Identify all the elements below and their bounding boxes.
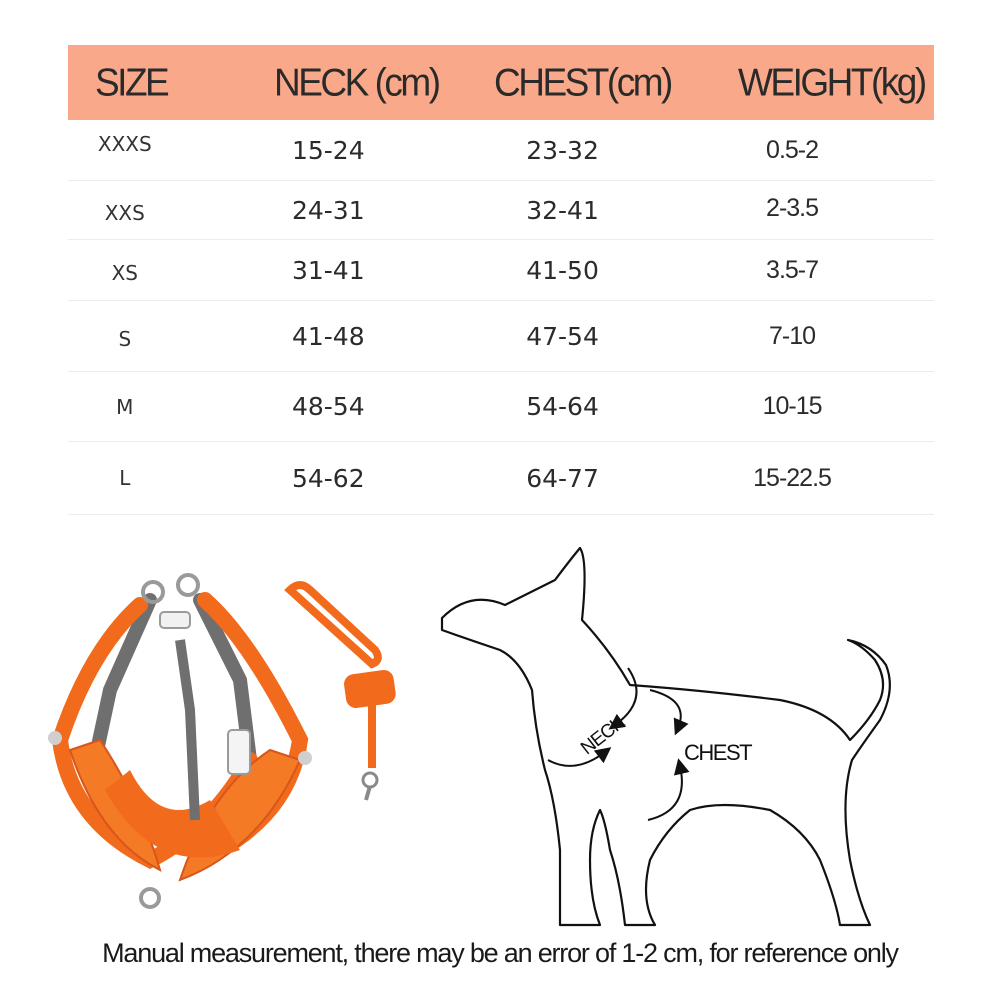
chest-cell: 41-50 xyxy=(526,255,599,285)
chest-measure-loop xyxy=(647,689,690,821)
measurement-disclaimer: Manual measurement, there may be an erro… xyxy=(102,938,899,968)
leash-image xyxy=(284,581,396,801)
neck-cell: 48-54 xyxy=(291,392,365,421)
size-cell: M xyxy=(116,394,134,419)
size-cell: S xyxy=(118,327,132,351)
header-size: SIZE xyxy=(95,60,170,104)
weight-cell: 2-3.5 xyxy=(766,193,819,222)
size-cell: XS xyxy=(111,261,138,285)
size-cell: XXS xyxy=(104,201,145,225)
header-weight: WEIGHT(kg) xyxy=(738,60,927,104)
chest-cell: 23-32 xyxy=(526,135,599,165)
chest-cell: 64-77 xyxy=(526,463,599,493)
dog-outline-diagram xyxy=(440,546,891,927)
table-row: XXS 24-31 32-41 2-3.5 xyxy=(68,181,934,240)
table-row: M 48-54 54-64 10-15 xyxy=(68,372,934,442)
neck-cell: 31-41 xyxy=(291,255,365,285)
table-row: XS 31-41 41-50 3.5-7 xyxy=(68,240,934,301)
weight-cell: 10-15 xyxy=(762,392,823,420)
weight-cell: 15-22.5 xyxy=(753,463,832,492)
harness-image xyxy=(48,573,312,909)
weight-cell: 3.5-7 xyxy=(766,255,819,284)
weight-cell: 7-10 xyxy=(769,321,816,350)
neck-measure-loop xyxy=(547,667,638,767)
neck-cell: 41-48 xyxy=(291,321,365,351)
table-row: L 54-62 64-77 15-22.5 xyxy=(68,442,934,515)
header-chest: CHEST(cm) xyxy=(494,60,673,104)
illustration-area: NECK CHEST xyxy=(48,546,891,927)
chest-cell: 32-41 xyxy=(526,195,599,225)
chest-cell: 54-64 xyxy=(526,392,599,421)
header-neck: NECK (cm) xyxy=(274,60,441,104)
table-header-row: SIZE NECK (cm) CHEST(cm) WEIGHT(kg) xyxy=(68,45,934,120)
neck-cell: 24-31 xyxy=(291,195,365,225)
size-chart-table: SIZE NECK (cm) CHEST(cm) WEIGHT(kg) XXXS… xyxy=(68,45,934,515)
neck-cell: 54-62 xyxy=(291,463,365,493)
size-cell: L xyxy=(119,466,131,490)
size-cell: XXXS xyxy=(97,132,152,156)
chest-cell: 47-54 xyxy=(526,321,599,351)
table-row: XXXS 15-24 23-32 0.5-2 xyxy=(68,120,934,181)
neck-cell: 15-24 xyxy=(291,135,365,165)
chest-label: CHEST xyxy=(684,740,752,765)
weight-cell: 0.5-2 xyxy=(766,135,819,164)
table-row: S 41-48 47-54 7-10 xyxy=(68,301,934,372)
